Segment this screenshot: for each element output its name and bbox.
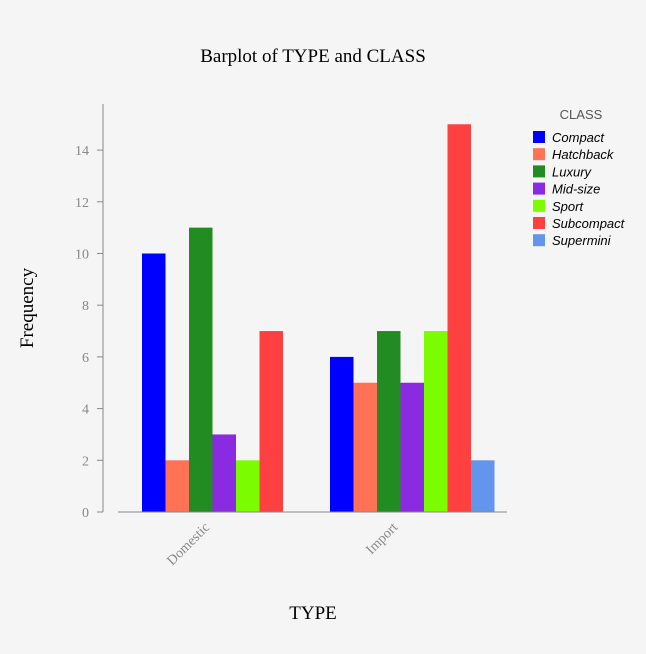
legend-swatch-compact	[533, 131, 545, 143]
legend-label-subcompact: Subcompact	[552, 216, 626, 231]
x-axis-label: TYPE	[289, 603, 337, 624]
bar-import-subcompact	[447, 124, 471, 512]
x-tick-label-import: Import	[364, 520, 402, 558]
y-tick-label: 10	[75, 248, 89, 263]
legend-swatch-luxury	[533, 165, 545, 178]
legend: CLASS Compact Hatchback Luxury Mid-size Spor…	[533, 107, 626, 248]
y-tick-label: 12	[75, 196, 89, 211]
legend-label-supermini: Supermini	[552, 233, 612, 248]
bar-import-supermini	[471, 460, 495, 512]
chart-title: Barplot of TYPE and CLASS	[200, 46, 426, 67]
bar-domestic-compact	[142, 253, 166, 512]
legend-title: CLASS	[560, 107, 603, 122]
legend-label-hatchback: Hatchback	[552, 147, 615, 162]
legend-label-sport: Sport	[552, 199, 584, 214]
bar-domestic-mid-size	[212, 434, 236, 512]
legend-label-compact: Compact	[552, 130, 605, 145]
bar-import-compact	[330, 356, 354, 512]
bar-domestic-sport	[236, 460, 260, 512]
y-tick-label: 14	[75, 144, 89, 159]
y-tick-label: 4	[82, 403, 89, 418]
bar-import-luxury	[377, 331, 401, 512]
bars-layer	[142, 124, 495, 512]
bar-domestic-hatchback	[165, 460, 189, 512]
bar-domestic-subcompact	[259, 331, 283, 512]
legend-label-luxury: Luxury	[552, 164, 593, 179]
y-tick-label: 6	[82, 351, 89, 366]
y-tick-label: 0	[82, 506, 89, 521]
bar-domestic-luxury	[189, 227, 213, 512]
x-tick-label-domestic: Domestic	[165, 520, 214, 569]
legend-label-mid-size: Mid-size	[552, 182, 600, 197]
y-axis-label: Frequency	[17, 267, 38, 348]
legend-swatch-supermini	[533, 234, 545, 247]
legend-swatch-mid-size	[533, 182, 545, 195]
legend-swatch-sport	[533, 199, 545, 212]
legend-swatch-subcompact	[533, 217, 545, 229]
bar-import-mid-size	[400, 382, 424, 512]
legend-swatch-hatchback	[533, 148, 545, 161]
y-tick-label: 2	[82, 454, 89, 469]
bar-import-hatchback	[353, 382, 377, 512]
bar-import-sport	[424, 331, 448, 512]
y-tick-label: 8	[82, 299, 89, 314]
